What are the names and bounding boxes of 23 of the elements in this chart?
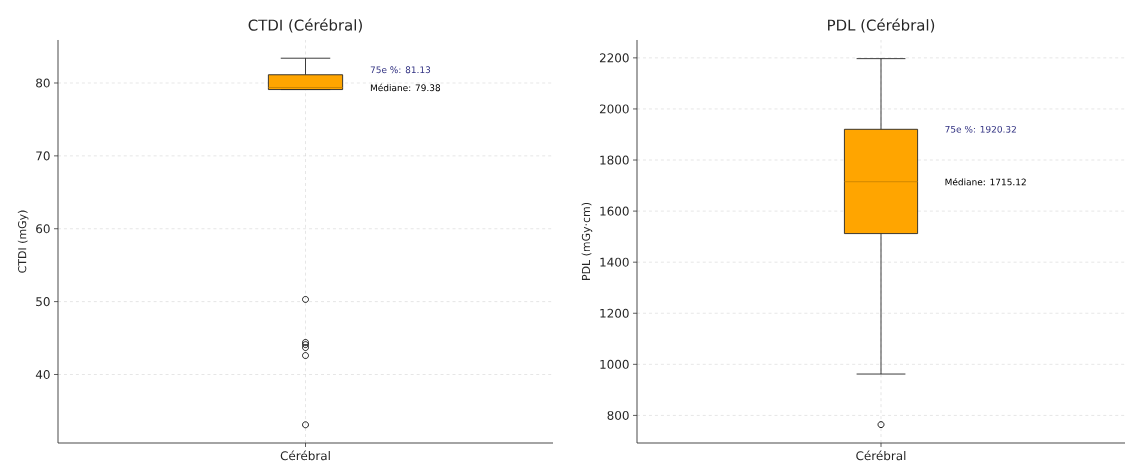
annotation: Médiane: 79.38 [370, 83, 441, 92]
y-tick-label: 1200 [600, 308, 629, 318]
annotation: 75e %: 1920.32 [945, 125, 1016, 133]
y-tick-label: 1600 [600, 206, 629, 216]
y-tick-label: 60 [36, 224, 50, 234]
y-tick-label: 2000 [599, 104, 629, 114]
x-tick-label: Cérébral [280, 450, 330, 461]
y-tick-label: 40 [35, 369, 50, 380]
y-tick-label: 50 [36, 297, 50, 307]
y-axis-title: PDL (mGy·cm) [581, 202, 593, 280]
y-axis-title: CTDI (mGy) [17, 210, 29, 273]
y-tick-label: 70 [36, 151, 50, 161]
annotation: Médiane: 1715.12 [945, 178, 1026, 186]
y-tick-label: 2200 [599, 53, 629, 63]
y-tick-label: 1400 [600, 257, 629, 267]
annotation: 75e %: 81.13 [370, 66, 431, 74]
x-tick-label: Cérébral [856, 450, 906, 461]
y-tick-label: 800 [607, 410, 629, 420]
y-tick-label: 1000 [600, 359, 629, 369]
chart-title: PDL (Cérébral) [828, 18, 935, 33]
chart-title: CTDI (Cérébral) [248, 18, 362, 33]
y-tick-label: 80 [36, 78, 50, 88]
y-tick-label: 1800 [600, 155, 629, 165]
